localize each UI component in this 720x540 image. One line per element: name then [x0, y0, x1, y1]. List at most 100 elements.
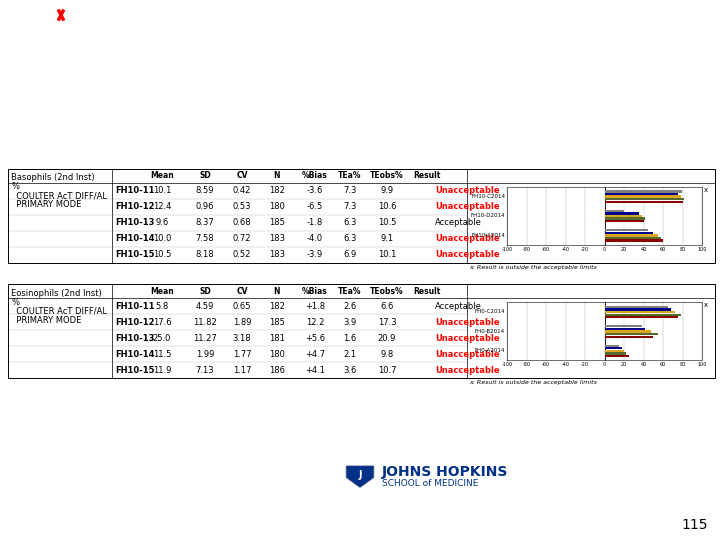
- Text: COULTER AcT DIFF/AL: COULTER AcT DIFF/AL: [11, 307, 107, 316]
- Bar: [605, 350, 624, 352]
- Text: 0.42: 0.42: [233, 186, 251, 195]
- Text: 40: 40: [640, 247, 647, 252]
- Bar: [605, 355, 629, 357]
- Text: 7.3: 7.3: [343, 186, 356, 195]
- Text: 0.96: 0.96: [196, 202, 215, 211]
- Text: x: Result is outside the acceptable limits: x: Result is outside the acceptable limi…: [469, 265, 597, 270]
- Text: 185: 185: [269, 218, 285, 227]
- Text: +5.6: +5.6: [305, 334, 325, 343]
- Text: Acceptable: Acceptable: [435, 302, 482, 310]
- Text: 4.59: 4.59: [196, 302, 214, 310]
- Text: 11.27: 11.27: [193, 334, 217, 343]
- Text: x: Result is outside the acceptable limits: x: Result is outside the acceptable limi…: [469, 380, 597, 386]
- Text: -80: -80: [523, 362, 531, 367]
- Text: 1.6: 1.6: [343, 334, 356, 343]
- Bar: [605, 215, 642, 217]
- Bar: [605, 347, 622, 349]
- Bar: [605, 212, 639, 214]
- Text: -20: -20: [581, 362, 589, 367]
- Bar: [8, 168, 715, 263]
- Text: 8.18: 8.18: [196, 251, 215, 259]
- Text: %Bias: %Bias: [302, 287, 328, 295]
- Bar: [468, 184, 711, 262]
- Text: -4.0: -4.0: [307, 234, 323, 244]
- Text: 183: 183: [269, 251, 285, 259]
- Bar: [605, 306, 668, 308]
- Text: Unacceptable: Unacceptable: [435, 318, 500, 327]
- Text: FH0-A2014: FH0-A2014: [474, 348, 505, 353]
- Text: 1.99: 1.99: [196, 350, 214, 359]
- Bar: [605, 232, 653, 234]
- Text: SD: SD: [199, 171, 211, 180]
- Text: Basophils (2nd Inst): Basophils (2nd Inst): [11, 173, 94, 182]
- Text: FH10-11: FH10-11: [115, 186, 155, 195]
- Bar: [605, 239, 663, 242]
- Text: 8.59: 8.59: [196, 186, 215, 195]
- Text: 25.0: 25.0: [153, 334, 171, 343]
- Text: 6.9: 6.9: [343, 251, 356, 259]
- Bar: [605, 311, 675, 313]
- Bar: [605, 325, 642, 327]
- Text: 180: 180: [269, 350, 285, 359]
- Text: %Bias: %Bias: [302, 171, 328, 180]
- Text: FH10-13: FH10-13: [115, 334, 154, 343]
- Text: PRIMARY MODE: PRIMARY MODE: [11, 200, 81, 210]
- Text: TEa%: TEa%: [338, 287, 361, 295]
- Bar: [605, 316, 678, 318]
- Text: 1.17: 1.17: [233, 366, 251, 375]
- Bar: [605, 234, 658, 237]
- Text: 40: 40: [640, 362, 647, 367]
- Text: FH10-12: FH10-12: [115, 202, 155, 211]
- Bar: [605, 314, 680, 316]
- Text: Result: Result: [413, 287, 441, 295]
- Text: 2.1: 2.1: [343, 350, 356, 359]
- Text: 9.8: 9.8: [380, 350, 394, 359]
- Text: 3.18: 3.18: [233, 334, 251, 343]
- Text: SD: SD: [199, 287, 211, 295]
- Text: Eosinophils (2nd Inst): Eosinophils (2nd Inst): [11, 288, 102, 298]
- Text: 10.1: 10.1: [153, 186, 171, 195]
- Bar: [605, 328, 645, 330]
- Bar: [605, 229, 649, 231]
- Text: CV: CV: [236, 171, 248, 180]
- Text: FH0-C2014: FH0-C2014: [474, 309, 505, 314]
- Text: 0.53: 0.53: [233, 202, 251, 211]
- Text: FH10-D2014: FH10-D2014: [470, 213, 505, 218]
- Text: +4.1: +4.1: [305, 366, 325, 375]
- Text: 1.77: 1.77: [233, 350, 251, 359]
- Text: 0: 0: [603, 247, 606, 252]
- Text: -100: -100: [501, 362, 513, 367]
- Text: -40: -40: [562, 362, 570, 367]
- Text: FH10-15: FH10-15: [115, 366, 155, 375]
- Bar: [605, 335, 653, 338]
- Bar: [605, 210, 624, 212]
- Text: 100: 100: [697, 362, 707, 367]
- Text: 17.6: 17.6: [153, 318, 171, 327]
- Text: +1.8: +1.8: [305, 302, 325, 310]
- Text: x: x: [704, 302, 708, 308]
- Text: -20: -20: [581, 247, 589, 252]
- Bar: [605, 333, 658, 335]
- Text: 10.0: 10.0: [153, 234, 171, 244]
- Text: N: N: [274, 171, 280, 180]
- Text: FH10-14: FH10-14: [115, 234, 155, 244]
- Text: 8.37: 8.37: [196, 218, 215, 227]
- Text: 20: 20: [621, 362, 627, 367]
- Text: 100: 100: [697, 247, 707, 252]
- Text: -40: -40: [562, 247, 570, 252]
- Text: 0.68: 0.68: [233, 218, 251, 227]
- Text: -3.9: -3.9: [307, 251, 323, 259]
- Text: 9.9: 9.9: [380, 186, 394, 195]
- Text: 182: 182: [269, 186, 285, 195]
- Text: Unacceptable: Unacceptable: [435, 234, 500, 244]
- Text: -60: -60: [542, 362, 550, 367]
- Text: 6.3: 6.3: [343, 234, 356, 244]
- Text: x: x: [704, 187, 708, 193]
- Text: 7.13: 7.13: [196, 366, 215, 375]
- Text: J: J: [359, 470, 361, 480]
- Text: 3.6: 3.6: [343, 366, 356, 375]
- Text: 0.65: 0.65: [233, 302, 251, 310]
- Text: Mean: Mean: [150, 171, 174, 180]
- Text: Unacceptable: Unacceptable: [435, 251, 500, 259]
- Text: 10.6: 10.6: [378, 202, 396, 211]
